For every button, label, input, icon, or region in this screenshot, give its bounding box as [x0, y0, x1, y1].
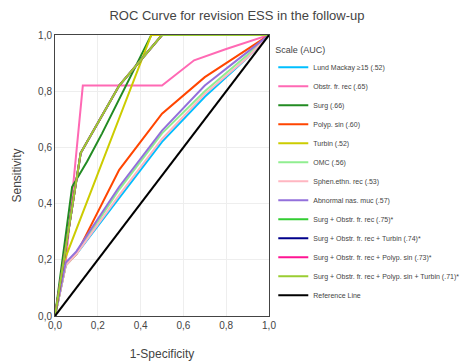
svg-text:Lund Mackay ≥15 (.52): Lund Mackay ≥15 (.52) — [313, 64, 385, 72]
svg-text:Obstr. fr. rec (.65): Obstr. fr. rec (.65) — [313, 83, 367, 91]
svg-text:Polyp. sin (.60): Polyp. sin (.60) — [313, 121, 360, 129]
svg-text:0,2: 0,2 — [38, 254, 52, 265]
svg-text:Surg + Obstr. fr. rec + Polyp.: Surg + Obstr. fr. rec + Polyp. sin (.73)… — [313, 254, 432, 262]
svg-text:Surg + Obstr. fr. rec (.75)*: Surg + Obstr. fr. rec (.75)* — [313, 216, 393, 224]
svg-text:ROC Curve for revision ESS in: ROC Curve for revision ESS in the follow… — [109, 8, 364, 23]
svg-text:0,4: 0,4 — [38, 198, 52, 209]
svg-text:1,0: 1,0 — [38, 30, 52, 41]
svg-text:Scale (AUC): Scale (AUC) — [275, 45, 325, 55]
svg-text:0,2: 0,2 — [91, 320, 105, 331]
svg-text:0,6: 0,6 — [38, 142, 52, 153]
svg-text:Surg (.66): Surg (.66) — [313, 102, 344, 110]
svg-text:0,8: 0,8 — [38, 86, 52, 97]
svg-text:Surg + Obstr. fr. rec + Polyp.: Surg + Obstr. fr. rec + Polyp. sin + Tur… — [313, 273, 459, 281]
svg-text:Sphen.ethn. rec (.53): Sphen.ethn. rec (.53) — [313, 178, 379, 186]
svg-text:1-Specificity: 1-Specificity — [130, 347, 195, 361]
svg-text:Sensitivity: Sensitivity — [10, 148, 24, 202]
svg-text:0,4: 0,4 — [134, 320, 148, 331]
svg-text:OMC (.56): OMC (.56) — [313, 159, 346, 167]
svg-text:0,0: 0,0 — [48, 320, 62, 331]
svg-text:Reference Line: Reference Line — [313, 292, 361, 299]
svg-text:1,0: 1,0 — [262, 320, 276, 331]
svg-text:Turbin (.52): Turbin (.52) — [313, 140, 349, 148]
svg-text:Abnormal nas. muc (.57): Abnormal nas. muc (.57) — [313, 197, 390, 205]
svg-text:0,0: 0,0 — [38, 311, 52, 322]
svg-text:0,8: 0,8 — [219, 320, 233, 331]
svg-text:Surg + Obstr. fr. rec + Turbin: Surg + Obstr. fr. rec + Turbin (.74)* — [313, 235, 421, 243]
svg-text:0,6: 0,6 — [176, 320, 190, 331]
